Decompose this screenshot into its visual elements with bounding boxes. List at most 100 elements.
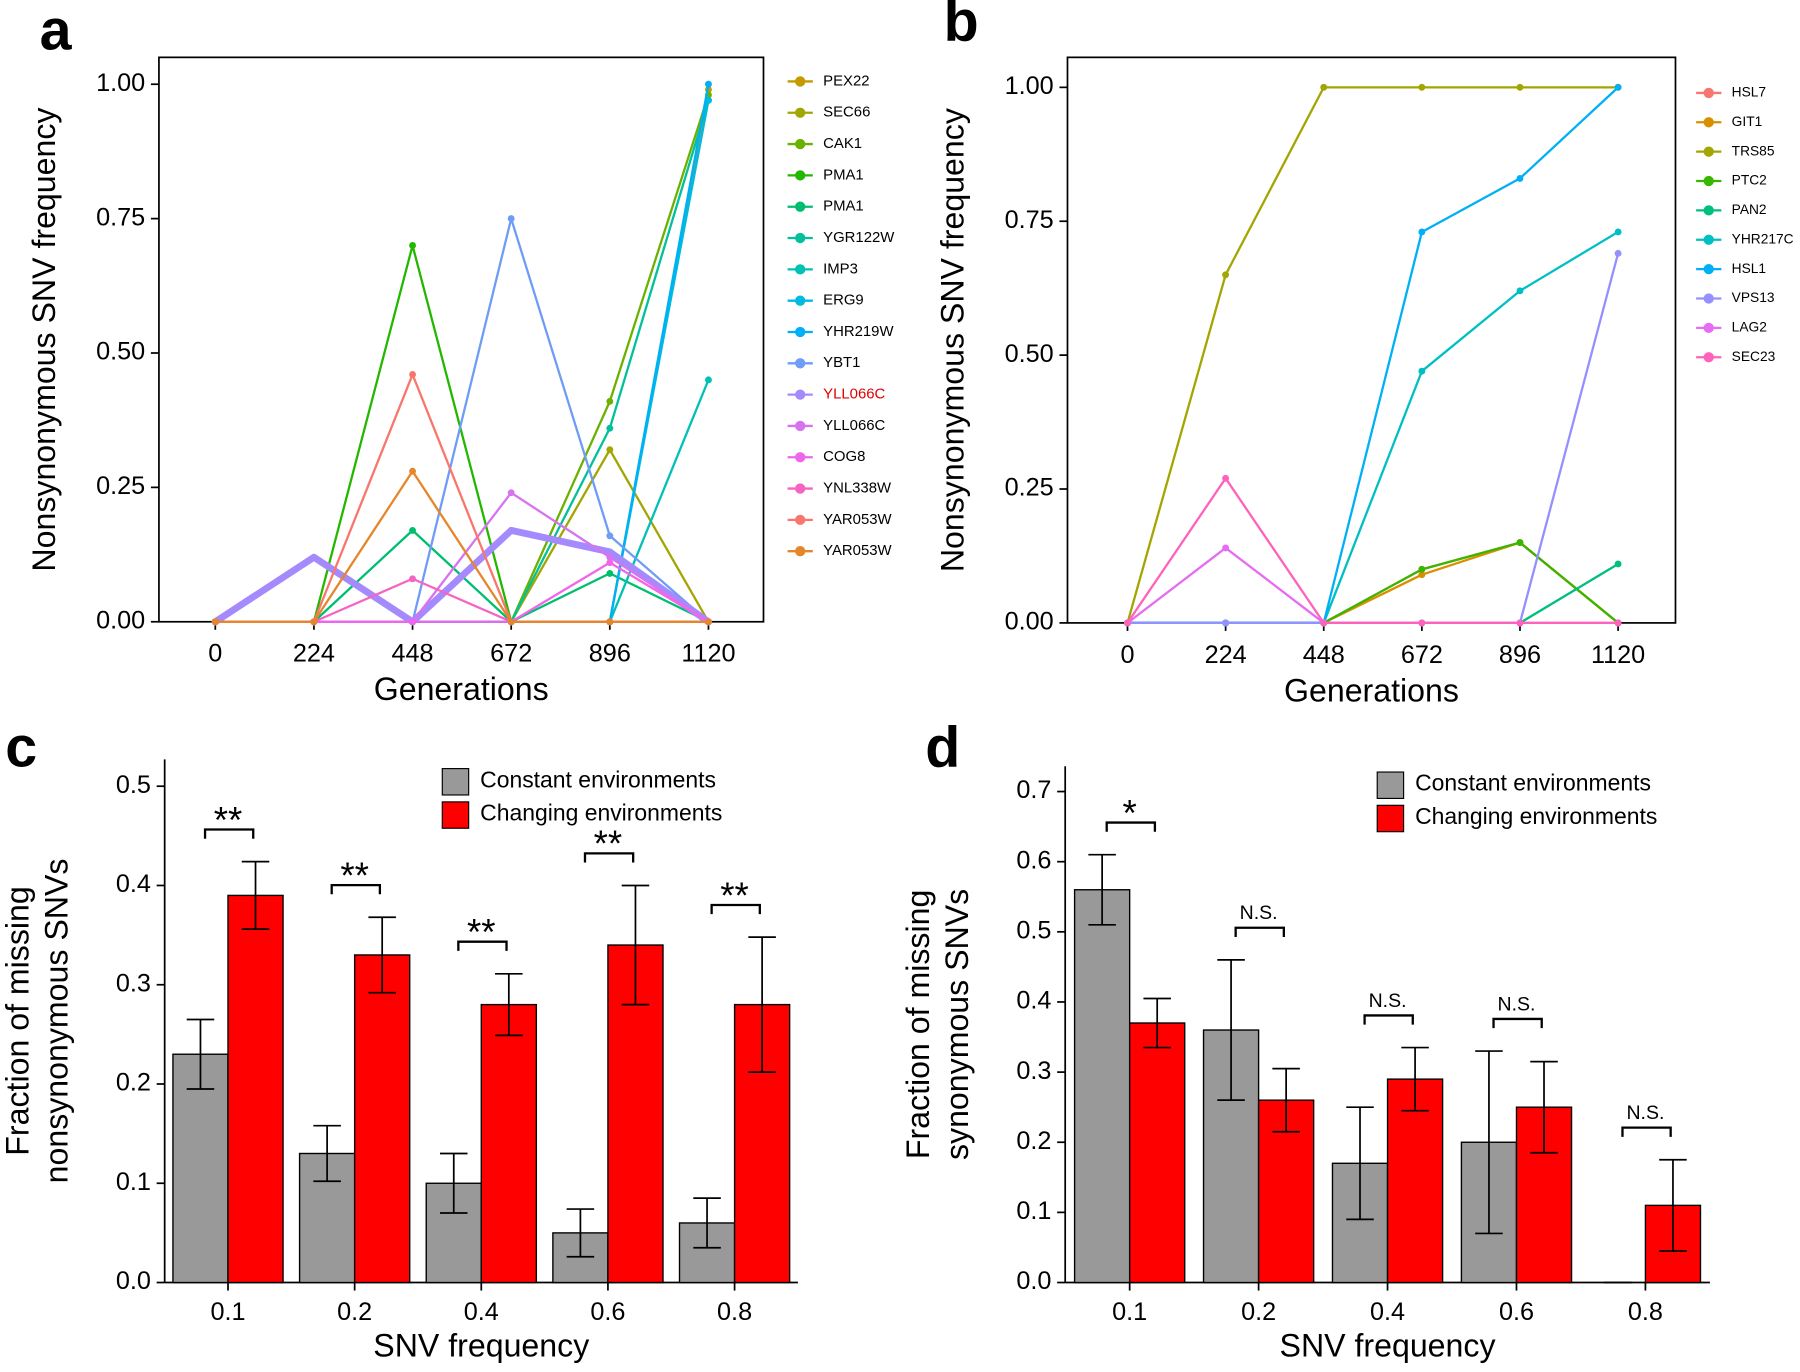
significance-bracket [710, 903, 761, 915]
legend-swatch [441, 768, 470, 796]
point [705, 80, 712, 88]
y-tick-label: 0.6 [1016, 846, 1051, 874]
series-line [1126, 477, 1619, 625]
legend-dot [795, 232, 806, 244]
point [507, 489, 515, 497]
point [1222, 544, 1230, 552]
significance-bracket [1492, 1017, 1543, 1029]
error-bar [566, 1208, 595, 1258]
legend-dot [795, 201, 806, 212]
bar [1073, 889, 1131, 1284]
legend-dot [1703, 293, 1714, 304]
x-tick-label: 0.4 [464, 1298, 499, 1326]
error-bar [1659, 1158, 1687, 1252]
error-bar [1346, 1106, 1374, 1221]
y-tick-label: 1.00 [1005, 72, 1054, 100]
y-tick-label: 0.5 [116, 771, 151, 799]
significance-bracket [1105, 821, 1157, 832]
point [1320, 619, 1328, 627]
error-bar [1272, 1067, 1300, 1133]
legend-label: PEX22 [823, 73, 869, 89]
point [705, 618, 712, 626]
bar [1128, 1022, 1186, 1284]
bar [1386, 1078, 1444, 1284]
legend-label: YHR217C [1732, 231, 1794, 246]
point [1516, 539, 1524, 547]
point [1614, 619, 1622, 627]
point [1418, 367, 1426, 375]
y-tick-label: 0.0 [1016, 1267, 1051, 1295]
y-tick-label: 0.3 [116, 969, 151, 997]
x-axis-label: SNV frequency [1280, 1327, 1496, 1363]
x-tick-label: 0.4 [1370, 1298, 1405, 1326]
legend-dot [1703, 234, 1714, 245]
error-bar [368, 916, 396, 994]
significance-label: N.S. [1626, 1102, 1664, 1124]
legend-dot [1703, 352, 1714, 363]
legend-dot [1703, 146, 1714, 157]
y-tick-label: 1.00 [96, 69, 145, 97]
series-line [215, 84, 710, 623]
legend-dot [795, 483, 806, 494]
significance-label: ** [340, 855, 369, 896]
x-tick-label: 0.8 [717, 1298, 752, 1326]
legend-label: ERG9 [823, 293, 864, 309]
legend-dot [1703, 117, 1714, 128]
point [507, 526, 515, 534]
x-tick-label: 448 [392, 640, 434, 668]
x-tick-label: 896 [589, 640, 631, 668]
legend-label: HSL7 [1732, 85, 1766, 100]
legend-dot [1703, 322, 1714, 334]
legend-swatch [441, 801, 470, 829]
legend-label: YLL066C [823, 387, 885, 403]
significance-bracket [1621, 1126, 1672, 1137]
point [409, 526, 416, 534]
point [1516, 83, 1524, 91]
significance-label: ** [467, 912, 496, 953]
legend-dot [795, 546, 806, 557]
x-tick-label: 0.6 [590, 1298, 625, 1326]
x-tick-label: 0 [208, 640, 222, 668]
x-tick-label: 1120 [681, 640, 735, 668]
x-tick-label: 672 [490, 640, 532, 668]
significance-label: ** [214, 799, 243, 840]
legend-dot [795, 107, 806, 118]
panel-letter: d [925, 716, 960, 780]
series-line [215, 470, 709, 623]
significance-bracket [203, 828, 255, 839]
y-tick-label: 0.75 [96, 203, 145, 231]
series-line [1127, 563, 1619, 625]
y-tick-label: 0.4 [1016, 987, 1051, 1015]
legend-label: YLL066C [823, 418, 885, 434]
point [606, 424, 614, 432]
series-line [1127, 541, 1619, 625]
significance-bracket [457, 940, 508, 951]
series-line [215, 94, 710, 623]
series-line [1127, 541, 1619, 625]
error-bar [313, 1124, 341, 1183]
significance-bracket [1363, 1014, 1414, 1025]
x-tick-label: 0 [1120, 641, 1134, 669]
point [409, 242, 416, 249]
significance-label: N.S. [1240, 902, 1278, 924]
panel-letter: c [5, 716, 37, 780]
y-tick-label: 0.25 [1005, 474, 1054, 502]
legend-label: PAN2 [1732, 202, 1767, 217]
significance-label: N.S. [1498, 993, 1536, 1015]
point [1614, 560, 1622, 568]
error-bar [748, 936, 776, 1073]
error-bar [693, 1197, 721, 1249]
error-bar [1143, 997, 1171, 1049]
legend-label: HSL1 [1732, 261, 1766, 276]
x-tick-label: 896 [1499, 641, 1541, 669]
point [705, 376, 712, 384]
error-bar [1088, 853, 1116, 926]
point [1614, 83, 1622, 91]
point [606, 532, 614, 540]
legend-label: Constant environments [480, 766, 716, 792]
point [1418, 228, 1426, 236]
y-tick-label: 0.5 [1016, 917, 1051, 945]
legend-swatch [1376, 804, 1405, 833]
legend-label: YGR122W [823, 230, 895, 246]
point [1516, 287, 1524, 295]
